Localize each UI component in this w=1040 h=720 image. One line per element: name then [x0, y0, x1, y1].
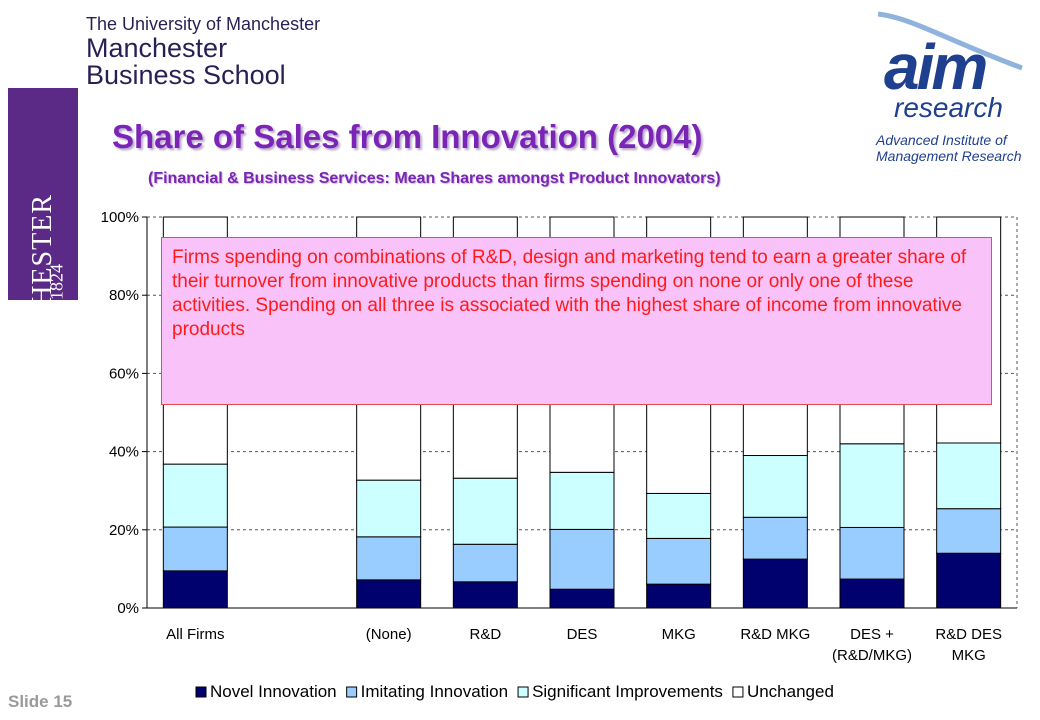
y-tick-label: 20% — [109, 522, 139, 539]
y-tick-label: 0% — [117, 600, 139, 617]
bar-segment — [936, 508, 1002, 554]
callout-box: Firms spending on combinations of R&D, d… — [161, 237, 992, 405]
bar-segment — [162, 526, 228, 572]
bar-segment — [452, 477, 518, 545]
slide-number: Slide 15 — [8, 692, 73, 711]
school-line-2: Business School — [86, 60, 286, 90]
bar-segment — [936, 552, 1002, 609]
y-tick-label: 80% — [109, 287, 139, 304]
aim-full-line-1: Advanced Institute of — [876, 132, 1007, 148]
x-tick-label: DES + — [850, 626, 894, 643]
x-tick-label: R&D MKG — [740, 626, 810, 643]
bar-segment — [839, 443, 905, 528]
legend-label: Imitating Innovation — [361, 682, 508, 701]
bar-segment — [356, 479, 422, 538]
aim-logo-word: aim — [884, 31, 988, 103]
bar-segment — [742, 558, 808, 609]
manchester-crest: MANCHESTER 1824 — [8, 88, 78, 394]
bar-segment — [356, 536, 422, 581]
bar-segment — [452, 543, 518, 583]
y-tick-label: 100% — [101, 209, 139, 226]
bar-segment — [162, 570, 228, 609]
bar-segment — [549, 588, 615, 609]
legend-swatch — [732, 686, 744, 698]
bar-segment — [162, 463, 228, 528]
bar-segment — [646, 583, 712, 609]
bar-segment — [742, 455, 808, 518]
bar-segment — [936, 442, 1002, 510]
legend-swatch — [346, 686, 358, 698]
aim-logo-sub: research — [894, 92, 1003, 123]
legend-label: Significant Improvements — [532, 682, 723, 701]
legend-swatch — [517, 686, 529, 698]
bar-segment — [646, 537, 712, 585]
bar-segment — [839, 578, 905, 609]
bar-segment — [452, 581, 518, 609]
school-line-1: Manchester — [86, 33, 228, 63]
x-tick-label: MKG — [952, 647, 986, 664]
bar-segment — [356, 579, 422, 609]
y-tick-label: 60% — [109, 365, 139, 382]
bar-segment — [646, 492, 712, 539]
university-line: The University of Manchester — [86, 14, 321, 34]
aim-full-line-2: Management Research — [876, 148, 1022, 164]
bar-segment — [549, 471, 615, 530]
bar-segment — [839, 526, 905, 580]
x-tick-label: All Firms — [166, 626, 224, 643]
business-school-logo: Manchester Business School — [86, 35, 286, 89]
aim-swoosh-icon — [877, 11, 1023, 71]
x-tick-label: DES — [567, 626, 598, 643]
x-tick-label: (R&D/MKG) — [832, 647, 912, 664]
legend-label: Novel Innovation — [210, 682, 337, 701]
x-tick-label: (None) — [366, 626, 412, 643]
bar-segment — [549, 528, 615, 590]
y-tick-label: 40% — [109, 444, 139, 461]
callout-text: Firms spending on combinations of R&D, d… — [172, 247, 967, 340]
legend-label: Unchanged — [747, 682, 834, 701]
x-tick-label: R&D — [469, 626, 501, 643]
chart-title: Share of Sales from Innovation (2004) — [112, 118, 703, 155]
chart-subtitle: (Financial & Business Services: Mean Sha… — [148, 170, 721, 187]
x-tick-label: R&D DES — [935, 626, 1002, 643]
bar-segment — [742, 516, 808, 560]
x-tick-label: MKG — [662, 626, 696, 643]
aim-logo-full-name: Advanced Institute of Management Researc… — [876, 132, 1036, 164]
legend-swatch — [195, 686, 207, 698]
